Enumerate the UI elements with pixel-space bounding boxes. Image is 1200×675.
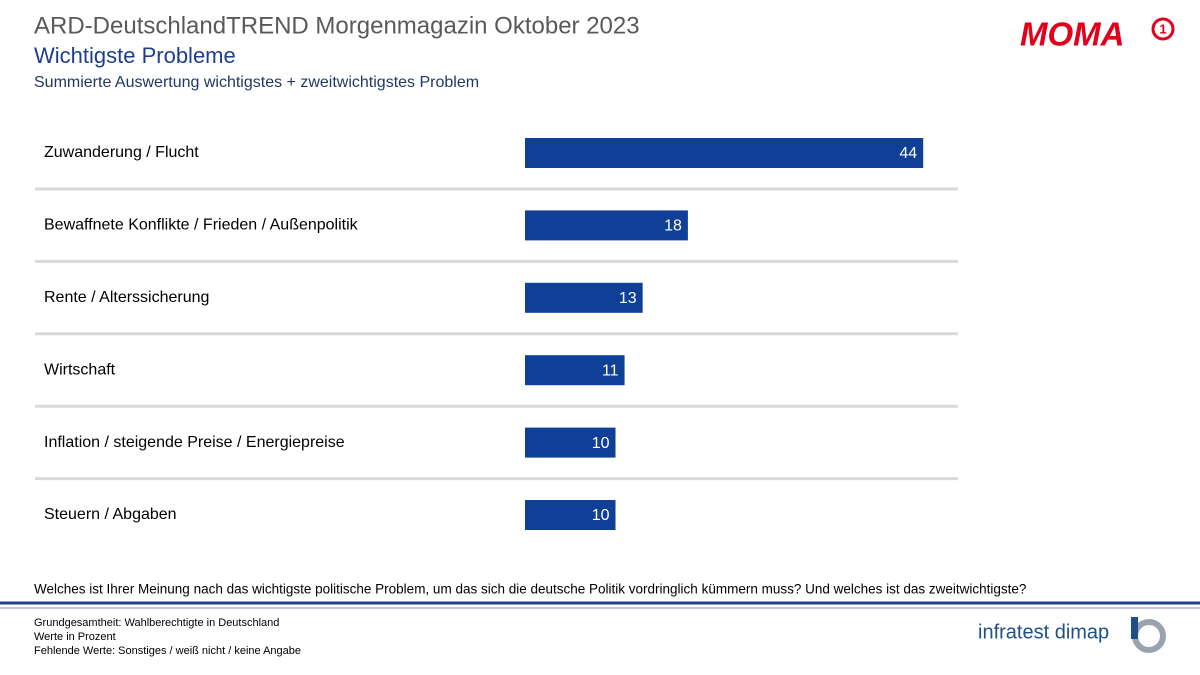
value-label: 10 xyxy=(592,507,610,524)
question: Welches ist Ihrer Meinung nach das wicht… xyxy=(34,582,1026,597)
institute-icon xyxy=(1132,619,1166,653)
bar xyxy=(525,427,616,458)
category-label: Zuwanderung / Flucht xyxy=(44,144,199,161)
institute-icon-bar xyxy=(1131,617,1138,639)
category-label: Wirtschaft xyxy=(44,361,116,378)
badge-logo: 1 xyxy=(1159,21,1166,36)
chart-title: ARD-DeutschlandTREND Morgenmagazin Oktob… xyxy=(34,12,640,39)
footnote: Werte in Prozent xyxy=(34,631,116,643)
value-label: 18 xyxy=(664,218,682,235)
value-label: 44 xyxy=(899,145,917,162)
bar xyxy=(525,210,688,241)
bar xyxy=(525,282,643,313)
category-label: Inflation / steigende Preise / Energiepr… xyxy=(44,434,345,451)
footnote: Fehlende Werte: Sonstiges / weiß nicht /… xyxy=(34,645,301,657)
bar xyxy=(525,355,625,386)
program-logo: MOMA xyxy=(1020,16,1124,53)
category-label: Rente / Alterssicherung xyxy=(44,289,209,306)
footnote: Grundgesamtheit: Wahlberechtigte in Deut… xyxy=(34,617,279,629)
bar xyxy=(525,138,924,168)
chart-description: Summierte Auswertung wichtigstes + zweit… xyxy=(34,74,479,91)
category-label: Steuern / Abgaben xyxy=(44,506,177,523)
value-label: 10 xyxy=(592,435,610,452)
badge-circle xyxy=(1151,17,1175,41)
bar xyxy=(525,500,616,530)
institute-logo: infratest dimap xyxy=(978,621,1109,643)
category-label: Bewaffnete Konflikte / Frieden / Außenpo… xyxy=(44,217,359,234)
value-label: 13 xyxy=(619,290,637,307)
chart-subtitle: Wichtigste Probleme xyxy=(34,43,236,68)
value-label: 11 xyxy=(602,362,619,379)
